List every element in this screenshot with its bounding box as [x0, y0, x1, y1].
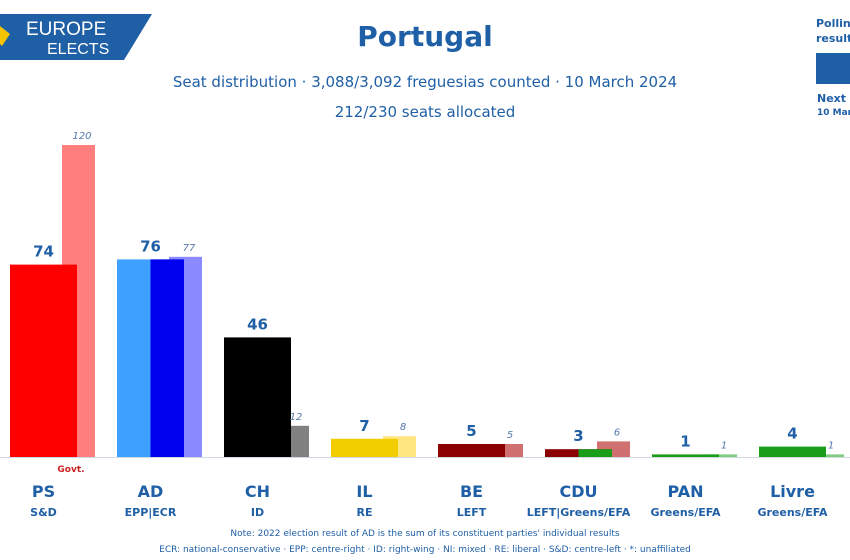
logo-line1: EUROPE	[26, 19, 106, 40]
value-label-ps: 74	[33, 243, 54, 261]
group-label-ch: ID	[251, 506, 264, 519]
group-label-be: LEFT	[457, 506, 487, 519]
value-2022-be: 5	[507, 430, 513, 441]
party-label-cdu: CDU	[559, 482, 597, 501]
bar-current-ch	[224, 337, 291, 457]
bar-secondary-cdu	[578, 449, 612, 457]
value-2022-il: 8	[400, 422, 406, 433]
bar-2022-livre	[811, 454, 844, 457]
corner-line1: Polling	[816, 17, 850, 30]
group-label-ps: S&D	[30, 506, 57, 519]
value-label-ch: 46	[247, 315, 268, 333]
bar-current-il	[331, 438, 398, 457]
corner-line2: result	[816, 32, 850, 45]
party-label-ad: AD	[138, 482, 164, 501]
logo-line2: ELECTS	[47, 41, 109, 58]
corner-color-box	[816, 53, 850, 84]
bar-current-pan	[652, 454, 719, 457]
party-label-livre: Livre	[770, 482, 815, 501]
value-label-cdu: 3	[573, 427, 583, 445]
corner-polling-label: Polling result	[816, 16, 850, 46]
value-label-ad: 76	[140, 237, 161, 255]
group-label-livre: Greens/EFA	[757, 506, 828, 519]
value-2022-cdu: 6	[614, 427, 620, 438]
party-label-pan: PAN	[667, 482, 703, 501]
seats-allocated: 212/230 seats allocated	[334, 103, 516, 121]
govt-annotation: Govt.	[57, 465, 84, 475]
group-label-ad: EPP|ECR	[125, 506, 177, 519]
logo-banner	[0, 14, 152, 60]
bar-secondary-ad	[150, 259, 184, 457]
value-2022-pan: 1	[721, 440, 727, 451]
value-label-pan: 1	[680, 432, 690, 450]
bar-current-be	[438, 444, 505, 457]
corner-line4: 10 Marc	[817, 108, 850, 118]
value-2022-ch: 12	[290, 412, 303, 423]
logo-star-icon	[0, 26, 10, 46]
bar-current-ps	[10, 264, 77, 457]
bar-current-livre	[759, 446, 826, 457]
party-label-il: IL	[356, 482, 372, 501]
value-label-livre: 4	[787, 425, 797, 443]
group-legend: ECR: national-conservative · EPP: centre…	[159, 545, 691, 555]
party-label-ch: CH	[245, 482, 270, 501]
value-2022-ps: 120	[72, 131, 91, 142]
bar-2022-pan	[704, 454, 737, 457]
value-2022-livre: 1	[828, 440, 834, 451]
footnote: Note: 2022 election result of AD is the …	[230, 529, 620, 539]
group-label-il: RE	[357, 506, 373, 519]
page-title: Portugal	[357, 20, 493, 53]
party-label-be: BE	[460, 482, 483, 501]
value-2022-ad: 77	[183, 243, 196, 254]
party-label-ps: PS	[32, 482, 55, 501]
group-label-pan: Greens/EFA	[650, 506, 721, 519]
value-label-be: 5	[466, 422, 476, 440]
corner-line3: Next e	[817, 92, 850, 105]
chart-subtitle: Seat distribution · 3,088/3,092 freguesi…	[172, 73, 678, 91]
group-label-cdu: LEFT|Greens/EFA	[527, 506, 631, 519]
europe-elects-logo: EUROPE ELECTS	[0, 14, 152, 60]
corner-next-label: Next e 10 Marc	[817, 91, 850, 121]
value-label-il: 7	[359, 417, 369, 435]
